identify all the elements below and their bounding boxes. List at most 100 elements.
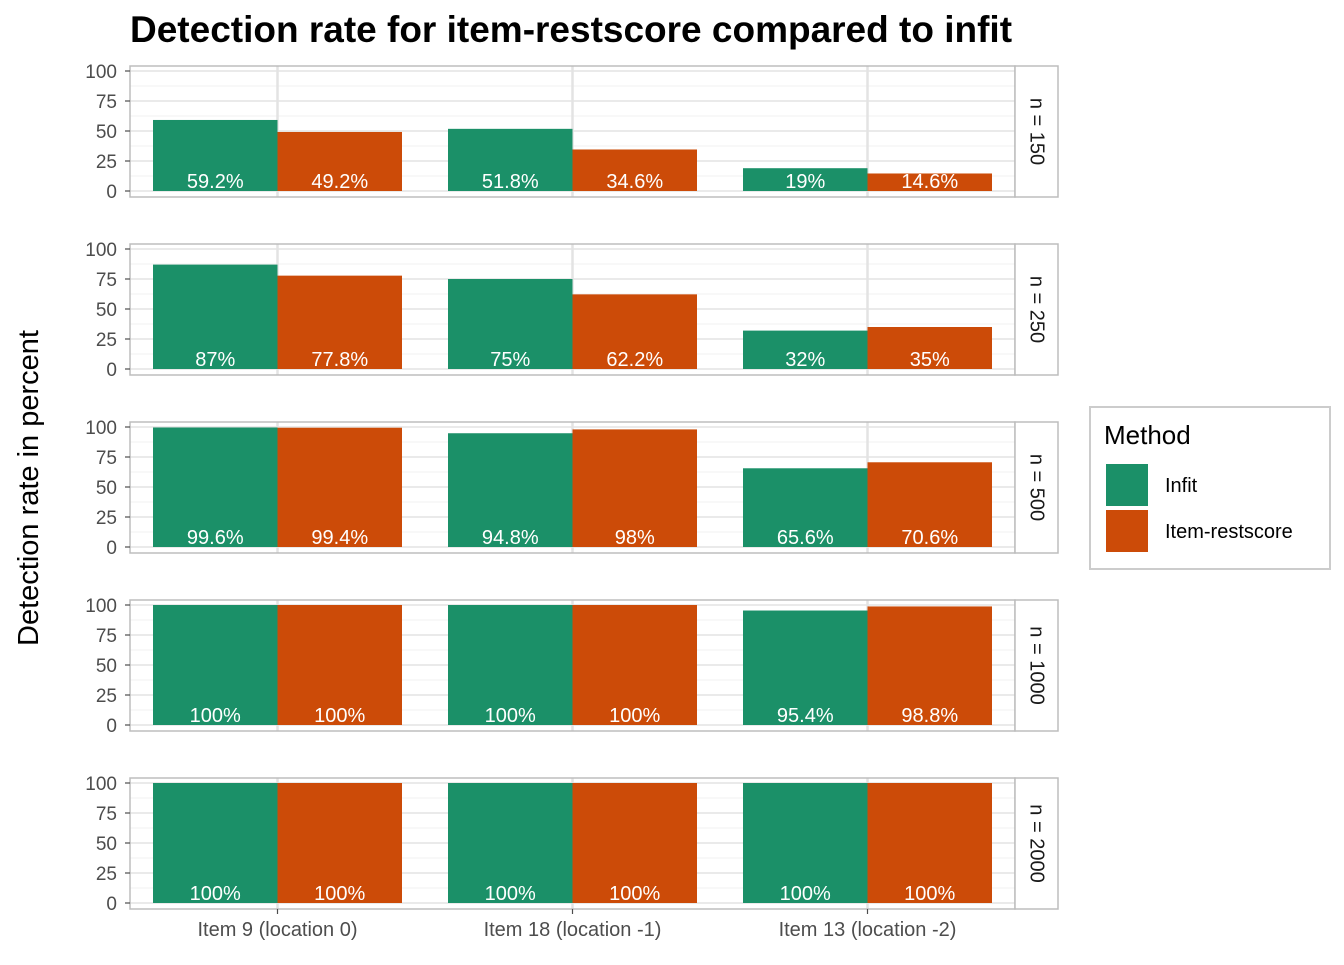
bar — [572, 783, 697, 903]
facet-strip — [1014, 65, 1059, 198]
bar — [572, 429, 697, 547]
bar — [277, 783, 402, 903]
y-tick-label: 50 — [96, 122, 117, 143]
data-label: 100% — [609, 705, 660, 727]
legend-key — [1106, 510, 1148, 552]
bar — [572, 294, 697, 369]
facet-strip — [1014, 777, 1059, 910]
y-tick-label: 0 — [106, 360, 117, 381]
data-label: 100% — [314, 883, 365, 905]
data-label: 98% — [615, 527, 655, 549]
legend-label: Item-restscore — [1165, 521, 1293, 543]
bar — [153, 119, 278, 191]
data-label: 35% — [910, 349, 950, 371]
panel: 99.6% 94.8% 65.6% 99.4% 98% 70.6% 0 25 50 75 100 n … — [85, 418, 1059, 559]
y-axis-label: Detection rate in percent — [13, 330, 45, 646]
x-tick-label: Item 9 (location 0) — [197, 919, 357, 941]
legend: Method Infit Item-restscore — [1089, 406, 1331, 570]
bar — [743, 610, 868, 725]
data-label: 65.6% — [777, 527, 834, 549]
panel: 100% 100% 100% 100% 100% 100% 0 25 50 75 100 n = 20… — [85, 774, 1059, 915]
y-tick-label: 75 — [96, 804, 117, 825]
legend-key — [1106, 464, 1148, 506]
bar — [572, 605, 697, 725]
bar — [153, 264, 278, 369]
bar — [448, 783, 573, 903]
y-tick-label: 0 — [106, 538, 117, 559]
y-tick-label: 100 — [85, 418, 117, 439]
y-tick-label: 0 — [106, 716, 117, 737]
y-tick-label: 100 — [85, 62, 117, 83]
data-label: 99.6% — [187, 527, 244, 549]
y-tick-label: 75 — [96, 270, 117, 291]
y-tick-label: 50 — [96, 478, 117, 499]
y-tick-label: 50 — [96, 656, 117, 677]
x-axis: Item 9 (location 0) Item 18 (location -1)… — [197, 909, 956, 941]
bar — [743, 783, 868, 903]
data-label: 100% — [485, 883, 536, 905]
facet-strip-label: n = 250 — [1026, 276, 1048, 343]
legend-label: Infit — [1165, 475, 1198, 497]
bar — [277, 275, 402, 369]
legend-title: Method — [1104, 420, 1191, 450]
bar — [867, 462, 992, 547]
chart-title: Detection rate for item-restscore compar… — [130, 9, 1012, 50]
x-tick-label: Item 18 (location -1) — [484, 919, 662, 941]
panel: 87% 75% 32% 77.8% 62.2% 35% 0 25 50 75 100 n = 250 — [85, 240, 1059, 381]
bar — [153, 783, 278, 903]
facet-strip — [1014, 599, 1059, 732]
data-label: 34.6% — [606, 171, 663, 193]
data-label: 77.8% — [311, 349, 368, 371]
bar — [153, 605, 278, 725]
data-label: 75% — [490, 349, 530, 371]
facet-strip — [1014, 421, 1059, 554]
bar — [867, 783, 992, 903]
facet-strip-label: n = 1000 — [1026, 626, 1048, 704]
bar — [867, 327, 992, 369]
bar — [448, 605, 573, 725]
data-label: 100% — [190, 705, 241, 727]
data-label: 100% — [904, 883, 955, 905]
data-label: 100% — [314, 705, 365, 727]
data-label: 70.6% — [901, 527, 958, 549]
panel: 59.2% 51.8% 19% 49.2% 34.6% 14.6% 0 25 50 75 100 n … — [85, 62, 1059, 203]
data-label: 100% — [780, 883, 831, 905]
bar — [448, 433, 573, 547]
y-tick-label: 100 — [85, 240, 117, 261]
bar — [743, 168, 868, 191]
y-tick-label: 25 — [96, 330, 117, 351]
y-tick-label: 100 — [85, 596, 117, 617]
bar — [448, 128, 573, 191]
y-tick-label: 25 — [96, 686, 117, 707]
facet-strip-label: n = 150 — [1026, 98, 1048, 165]
y-tick-label: 25 — [96, 152, 117, 173]
bar — [743, 330, 868, 369]
data-label: 19% — [785, 171, 825, 193]
data-label: 14.6% — [901, 171, 958, 193]
data-label: 98.8% — [901, 705, 958, 727]
y-tick-label: 0 — [106, 894, 117, 915]
data-label: 95.4% — [777, 705, 834, 727]
bar — [448, 279, 573, 369]
y-tick-label: 75 — [96, 448, 117, 469]
y-tick-label: 75 — [96, 92, 117, 113]
data-label: 87% — [195, 349, 235, 371]
data-label: 100% — [485, 705, 536, 727]
y-tick-label: 50 — [96, 834, 117, 855]
facet-strip — [1014, 243, 1059, 376]
bar — [277, 131, 402, 191]
x-tick-label: Item 13 (location -2) — [779, 919, 957, 941]
facet-strip-label: n = 2000 — [1026, 804, 1048, 882]
y-tick-label: 50 — [96, 300, 117, 321]
y-tick-label: 0 — [106, 182, 117, 203]
y-tick-label: 100 — [85, 774, 117, 795]
data-label: 94.8% — [482, 527, 539, 549]
data-label: 62.2% — [606, 349, 663, 371]
bar — [867, 606, 992, 725]
facet-strip-label: n = 500 — [1026, 454, 1048, 521]
bar — [867, 173, 992, 191]
data-label: 59.2% — [187, 171, 244, 193]
bar — [277, 427, 402, 547]
bar — [572, 149, 697, 191]
y-tick-label: 25 — [96, 508, 117, 529]
